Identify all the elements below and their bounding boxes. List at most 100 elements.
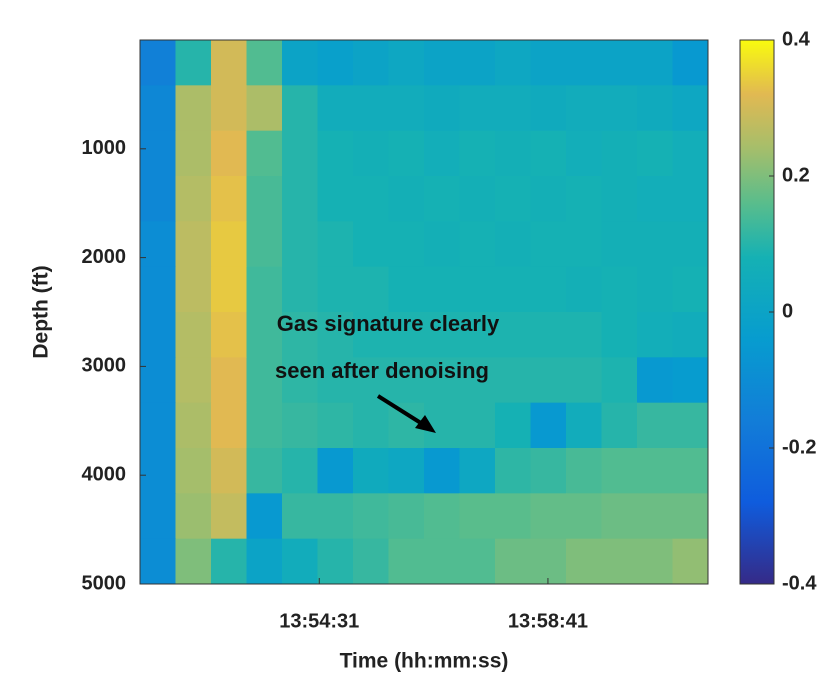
- heatmap-cell: [211, 40, 247, 86]
- heatmap-cell: [424, 448, 460, 494]
- heatmap-cell: [566, 402, 602, 449]
- heatmap-cell: [211, 266, 247, 313]
- heatmap-cell: [388, 357, 425, 404]
- heatmap-cell: [388, 312, 425, 358]
- heatmap-cell: [353, 266, 389, 313]
- heatmap-cell: [530, 85, 567, 132]
- heatmap-cell: [246, 312, 283, 358]
- heatmap-cell: [459, 85, 496, 132]
- annotation-line: Gas signature clearly: [277, 311, 500, 336]
- heatmap-cell: [246, 448, 283, 494]
- heatmap-cell: [530, 40, 567, 86]
- heatmap-cell: [566, 493, 602, 540]
- x-tick-label: 13:54:31: [279, 610, 359, 632]
- heatmap-cell: [672, 85, 709, 132]
- heatmap-cell: [601, 221, 638, 268]
- heatmap-cell: [424, 538, 460, 585]
- heatmap-cell: [601, 312, 638, 358]
- heatmap-cell: [388, 493, 425, 540]
- heatmap-cell: [566, 266, 602, 313]
- heatmap-cell: [282, 448, 318, 494]
- heatmap-cell: [246, 266, 283, 313]
- heatmap-cell: [672, 130, 709, 177]
- heatmap-cell: [140, 176, 176, 222]
- heatmap-cell: [140, 266, 176, 313]
- heatmap-cell: [282, 40, 318, 86]
- heatmap-cell: [495, 538, 531, 585]
- heatmap-cell: [601, 85, 638, 132]
- heatmap-cell: [175, 357, 212, 404]
- heatmap-cell: [424, 221, 460, 268]
- heatmap-cell: [637, 448, 673, 494]
- heatmap-cell: [672, 448, 709, 494]
- heatmap-cell: [637, 312, 673, 358]
- heatmap-cell: [637, 221, 673, 268]
- heatmap-cell: [317, 357, 354, 404]
- colorbar-tick-label: -0.2: [782, 436, 816, 458]
- heatmap-cell: [211, 448, 247, 494]
- heatmap-cell: [495, 448, 531, 494]
- heatmap-cell: [566, 312, 602, 358]
- heatmap-cell: [459, 312, 496, 358]
- heatmap-cell: [495, 493, 531, 540]
- heatmap-cell: [566, 176, 602, 222]
- heatmap-cell: [459, 448, 496, 494]
- heatmap: [140, 40, 709, 585]
- heatmap-cell: [495, 85, 531, 132]
- heatmap-cell: [282, 538, 318, 585]
- heatmap-cell: [637, 40, 673, 86]
- heatmap-cell: [388, 40, 425, 86]
- heatmap-cell: [495, 130, 531, 177]
- heatmap-cell: [211, 493, 247, 540]
- heatmap-cell: [246, 221, 283, 268]
- heatmap-cell: [175, 266, 212, 313]
- heatmap-cell: [140, 448, 176, 494]
- heatmap-cell: [495, 357, 531, 404]
- x-tick-label: 13:58:41: [508, 610, 588, 632]
- y-tick-label: 2000: [82, 246, 127, 268]
- heatmap-cell: [175, 40, 212, 86]
- heatmap-cell: [637, 266, 673, 313]
- heatmap-cell: [353, 176, 389, 222]
- heatmap-cell: [388, 176, 425, 222]
- heatmap-cell: [495, 40, 531, 86]
- colorbar-tick-label: 0: [782, 300, 793, 322]
- heatmap-cell: [530, 312, 567, 358]
- colorbar: [739, 39, 775, 585]
- heatmap-cell: [353, 402, 389, 449]
- heatmap-cell: [566, 85, 602, 132]
- colorbar-tick-label: -0.4: [782, 572, 817, 594]
- heatmap-cell: [672, 538, 709, 585]
- annotation-arrowhead: [415, 415, 436, 433]
- heatmap-cell: [282, 221, 318, 268]
- heatmap-cell: [282, 130, 318, 177]
- heatmap-cell: [353, 221, 389, 268]
- y-tick-label: 4000: [82, 463, 127, 485]
- heatmap-cell: [672, 266, 709, 313]
- heatmap-cell: [530, 221, 567, 268]
- heatmap-cell: [211, 312, 247, 358]
- heatmap-cell: [211, 402, 247, 449]
- heatmap-cell: [246, 402, 283, 449]
- heatmap-cell: [140, 312, 176, 358]
- heatmap-cell: [601, 538, 638, 585]
- heatmap-cell: [601, 266, 638, 313]
- heatmap-cell: [282, 85, 318, 132]
- heatmap-cell: [388, 85, 425, 132]
- annotation-line: seen after denoising: [275, 358, 489, 383]
- heatmap-cell: [637, 176, 673, 222]
- heatmap-cell: [637, 85, 673, 132]
- heatmap-cell: [637, 402, 673, 449]
- heatmap-cell: [566, 221, 602, 268]
- heatmap-cell: [637, 493, 673, 540]
- heatmap-cell: [459, 402, 496, 449]
- heatmap-cell: [388, 448, 425, 494]
- heatmap-cell: [211, 538, 247, 585]
- heatmap-cell: [601, 40, 638, 86]
- heatmap-cell: [637, 538, 673, 585]
- heatmap-cell: [566, 130, 602, 177]
- heatmap-cell: [282, 312, 318, 358]
- heatmap-cell: [601, 493, 638, 540]
- heatmap-cell: [459, 40, 496, 86]
